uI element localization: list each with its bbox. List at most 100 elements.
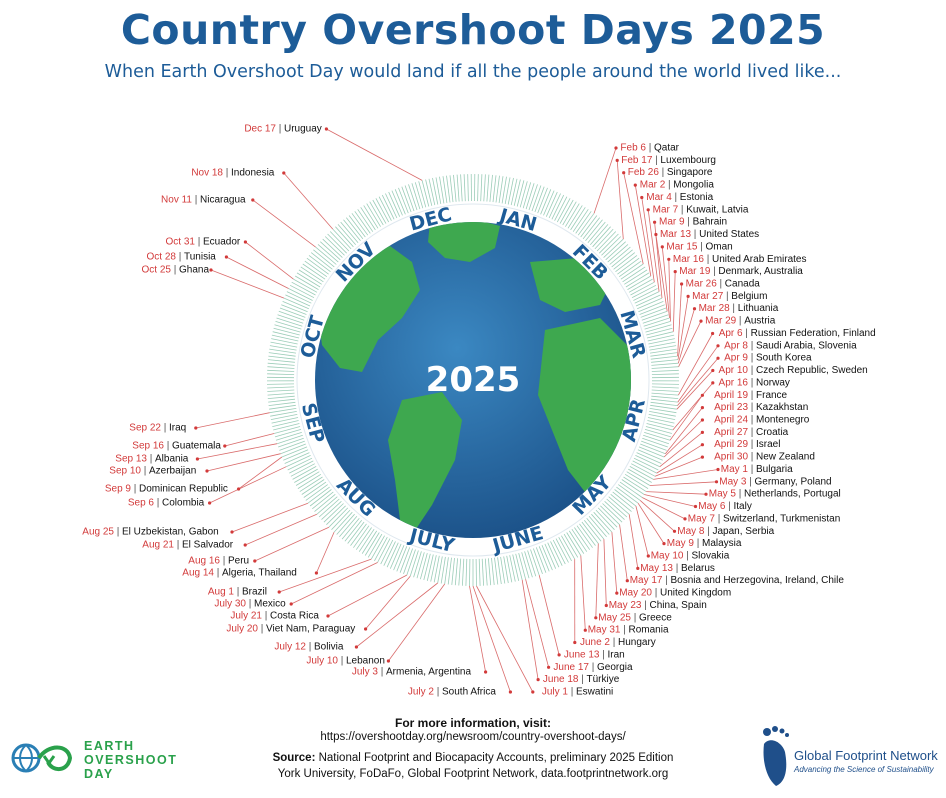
country-name: Georgia [597, 662, 633, 673]
country-label: Mar 13 | United States [660, 229, 759, 240]
day-tick [632, 460, 657, 474]
day-tick [543, 190, 555, 216]
leader-line [669, 395, 703, 441]
overshoot-date: July 21 [230, 611, 262, 622]
country-label: May 10 | Slovakia [651, 551, 730, 562]
leader-line [326, 128, 423, 181]
day-tick [284, 452, 310, 464]
source-line-2: York University, FoDaFo, Global Footprin… [277, 768, 669, 780]
day-tick [421, 180, 430, 207]
day-tick [521, 552, 530, 579]
day-tick [651, 369, 679, 372]
overshoot-date: Oct 28 [147, 252, 177, 263]
leader-dot [699, 319, 703, 323]
leader-line [388, 583, 446, 662]
day-tick [593, 511, 613, 533]
leader-dot [633, 183, 637, 187]
leader-dot [622, 171, 626, 175]
overshoot-date: Mar 4 [646, 192, 672, 203]
country-name: United Arab Emirates [712, 254, 807, 265]
country-name: Viet Nam, Paraguay [266, 624, 355, 635]
day-tick [580, 215, 598, 238]
country-name: Brazil [242, 587, 267, 598]
day-tick [576, 525, 593, 548]
country-label: May 25 | Greece [598, 612, 672, 623]
day-tick [439, 176, 445, 204]
day-tick [380, 539, 394, 565]
leader-dot [700, 418, 705, 422]
country-name: Uruguay [284, 124, 322, 135]
day-tick [270, 414, 298, 420]
day-tick [641, 310, 668, 321]
leader-line [616, 160, 624, 240]
day-tick [555, 538, 569, 563]
leader-dot [314, 571, 318, 575]
day-tick [310, 252, 333, 270]
country-label: Mar 27 | Belgium [692, 291, 767, 302]
day-tick [600, 505, 620, 525]
leader-line [644, 494, 696, 507]
overshoot-date: Sep 6 [128, 498, 155, 509]
overshoot-date: July 2 [408, 687, 435, 698]
overshoot-date: Aug 25 [82, 527, 114, 538]
overshoot-date: Nov 18 [191, 168, 223, 179]
day-tick [559, 199, 574, 224]
label-separator: | [309, 642, 312, 653]
day-ticks [266, 173, 680, 587]
day-tick [355, 527, 372, 550]
country-name: Lithuania [738, 303, 779, 314]
info-url[interactable]: https://overshootday.org/newsroom/countr… [320, 731, 626, 743]
overshoot-date: May 10 [651, 551, 684, 562]
label-separator: | [674, 192, 677, 203]
country-name: Kazakhstan [756, 402, 808, 413]
country-name: Bosnia and Herzegovina, Ireland, Chile [671, 575, 845, 586]
day-tick [278, 437, 304, 448]
eod-logo-line3: DAY [84, 767, 114, 781]
leader-line [676, 370, 714, 410]
day-tick [332, 228, 352, 250]
overshoot-date: Mar 26 [686, 279, 718, 290]
day-tick [528, 184, 538, 211]
day-tick [630, 281, 655, 296]
day-tick [582, 217, 601, 240]
day-tick [271, 417, 299, 424]
day-tick [518, 552, 526, 580]
day-tick [489, 174, 493, 202]
day-tick [537, 187, 548, 214]
day-tick [544, 543, 557, 569]
country-label: May 6 | Italy [698, 501, 752, 512]
day-tick [527, 550, 537, 577]
south-america-shape [388, 392, 462, 535]
day-tick [269, 408, 297, 414]
day-tick [577, 213, 595, 236]
day-tick [644, 429, 672, 438]
leader-line [252, 199, 316, 248]
day-tick [430, 555, 437, 582]
country-label: June 13 | Iran [564, 649, 625, 660]
day-tick [622, 266, 646, 283]
day-tick [307, 486, 330, 504]
day-tick [648, 341, 676, 348]
leader-dot [386, 659, 390, 663]
day-tick [425, 179, 433, 206]
label-separator: | [655, 155, 658, 166]
country-label: April 29 | Israel [714, 439, 780, 450]
leader-line [197, 443, 278, 460]
leader-dot [243, 543, 247, 547]
leader-dot [716, 467, 720, 472]
overshoot-date: April 24 [714, 415, 748, 426]
leader-dot [557, 653, 561, 657]
leader-dot [547, 665, 551, 669]
leader-line [678, 320, 702, 367]
leader-line [642, 497, 686, 520]
overshoot-date: Mar 15 [666, 241, 698, 252]
day-tick [428, 178, 436, 206]
day-tick [615, 255, 638, 273]
day-tick [454, 558, 458, 586]
day-tick [271, 338, 298, 345]
overshoot-date: Mar 9 [659, 217, 685, 228]
leader-dot [194, 426, 198, 430]
day-tick [271, 334, 299, 342]
country-name: Canada [725, 279, 760, 290]
overshoot-date: Feb 26 [628, 167, 660, 178]
